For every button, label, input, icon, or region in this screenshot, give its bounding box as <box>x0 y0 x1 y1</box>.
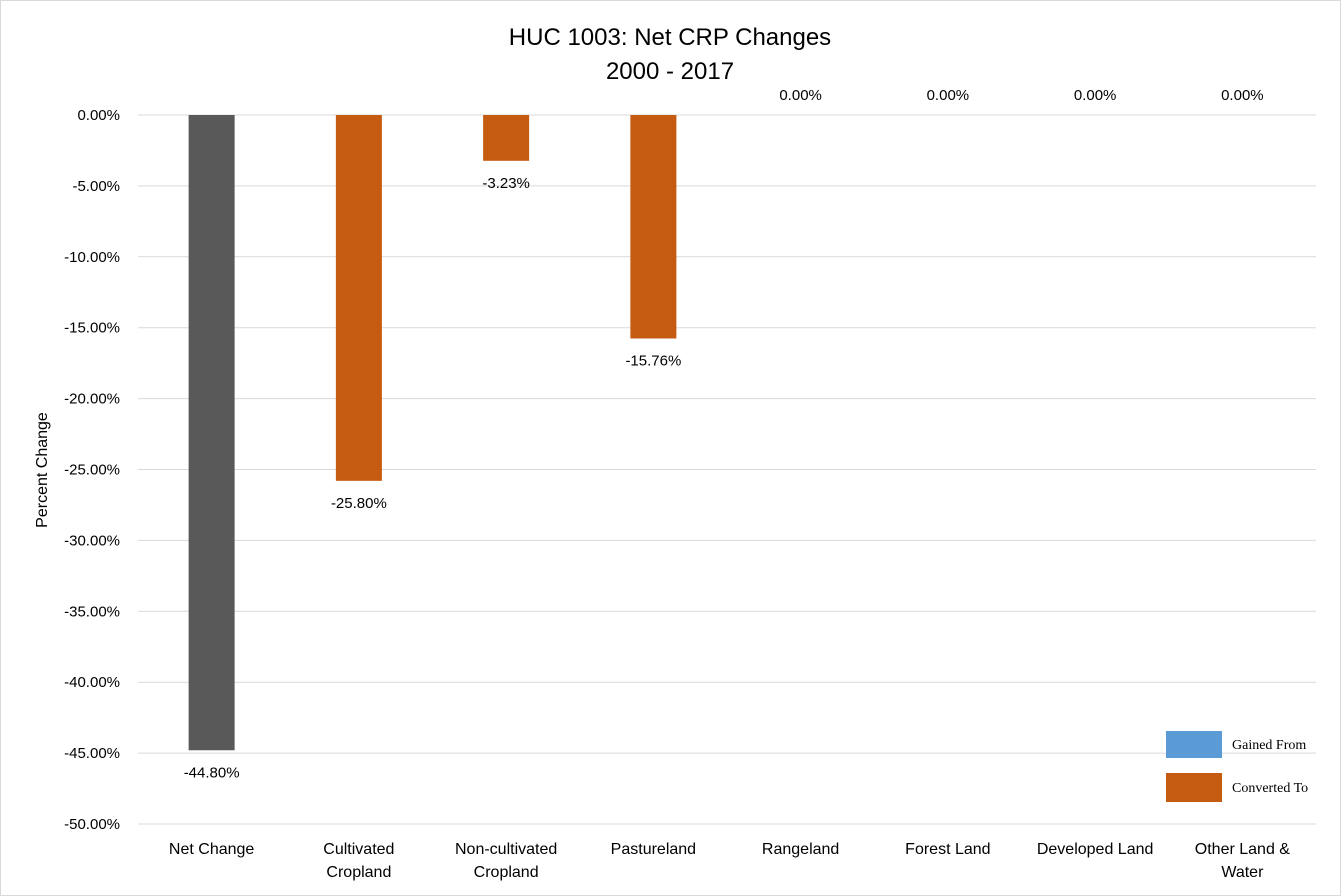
bar <box>335 115 382 481</box>
x-category-label: Non-cultivated Cropland <box>455 841 557 881</box>
bar <box>483 115 530 161</box>
y-tick-label: -10.00% <box>64 249 120 266</box>
x-category-label: Forest Land <box>905 841 990 858</box>
data-label: 0.00% <box>1074 87 1117 104</box>
data-label: 0.00% <box>779 87 822 104</box>
x-category-label: Developed Land <box>1037 841 1154 858</box>
y-tick-label: -40.00% <box>64 674 120 691</box>
y-axis-label: Percent Change <box>34 412 51 528</box>
data-label: -3.23% <box>482 175 530 192</box>
legend-swatch-gained-from <box>1166 731 1222 758</box>
data-labels: -44.80% -25.80% -3.23% -15.76% 0.00% 0.00% 0.0… <box>184 87 1264 781</box>
legend-swatch-converted-to <box>1166 773 1222 802</box>
y-tick-label: -20.00% <box>64 391 120 408</box>
x-category-labels: Net Change Cultivated Cropland Non-cultivat… <box>169 841 1290 881</box>
y-tick-label: 0.00% <box>77 107 120 124</box>
chart-title-line-1: HUC 1003: Net CRP Changes <box>509 24 831 51</box>
x-category-label: Net Change <box>169 841 254 858</box>
x-category-label: Other Land & Water <box>1195 841 1291 881</box>
legend: Gained From Converted To <box>1166 731 1308 802</box>
x-category-label: Cultivated Cropland <box>323 841 394 881</box>
data-label: -44.80% <box>184 764 240 781</box>
y-tick-label: -35.00% <box>64 603 120 620</box>
x-category-label: Rangeland <box>762 841 839 858</box>
x-category-label: Pastureland <box>611 841 696 858</box>
bar <box>188 115 235 751</box>
data-label: 0.00% <box>1221 87 1264 104</box>
y-tick-label: -25.00% <box>64 462 120 479</box>
data-label: -15.76% <box>625 352 681 369</box>
bars <box>188 115 677 751</box>
y-tick-label: -45.00% <box>64 745 120 762</box>
bar <box>630 115 677 339</box>
y-tick-label: -50.00% <box>64 816 120 833</box>
y-tick-label: -15.00% <box>64 320 120 337</box>
data-label: 0.00% <box>927 87 970 104</box>
legend-label-gained-from: Gained From <box>1232 738 1306 753</box>
y-tick-label: -30.00% <box>64 532 120 549</box>
chart-title-line-2: 2000 - 2017 <box>606 58 734 85</box>
y-tick-label: -5.00% <box>72 178 120 195</box>
data-label: -25.80% <box>331 495 387 512</box>
legend-label-converted-to: Converted To <box>1232 781 1308 796</box>
y-tick-labels: 0.00% -5.00% -10.00% -15.00% -20.00% -25.00% -… <box>64 107 120 833</box>
gridlines <box>138 114 1316 825</box>
